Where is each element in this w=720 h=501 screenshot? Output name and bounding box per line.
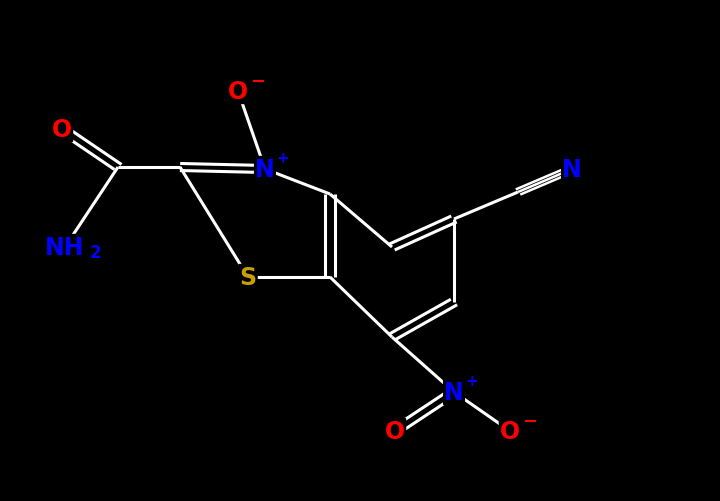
Text: +: + — [466, 374, 478, 389]
Text: N: N — [562, 158, 582, 182]
Text: O: O — [385, 419, 405, 443]
Text: O: O — [52, 118, 72, 142]
Text: NH: NH — [45, 235, 85, 260]
Text: +: + — [276, 151, 289, 166]
Text: 2: 2 — [89, 243, 101, 262]
Text: N: N — [255, 158, 275, 182]
Text: S: S — [240, 266, 256, 290]
Text: O: O — [500, 419, 520, 443]
Text: −: − — [522, 412, 537, 430]
Text: O: O — [228, 80, 248, 104]
Text: −: − — [250, 73, 265, 91]
Text: N: N — [444, 380, 464, 404]
